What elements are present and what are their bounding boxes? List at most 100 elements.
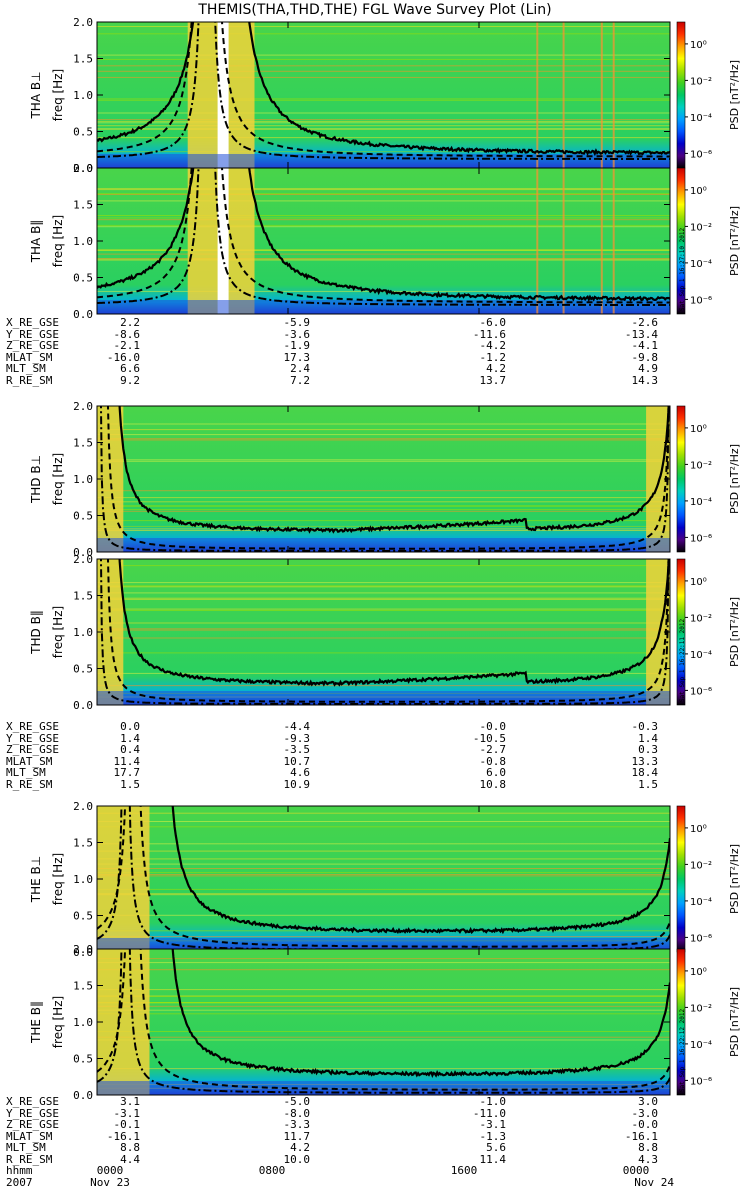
ephemeris-value: -8.6 — [113, 327, 141, 341]
spectral-band — [97, 490, 670, 492]
spectral-band — [97, 598, 670, 600]
spectral-band — [97, 219, 670, 221]
spectral-band — [97, 76, 670, 78]
ephemeris-value: 8.8 — [638, 1141, 658, 1154]
ephemeris-value: 0.0 — [120, 720, 140, 733]
y-tick-label: 1.0 — [73, 873, 93, 886]
x-tick-label: 0000 — [96, 1164, 124, 1177]
spectral-band — [97, 622, 670, 624]
spectral-band — [97, 224, 670, 226]
colorbar-tick-label: 10⁰ — [690, 40, 707, 51]
spectral-band — [97, 1009, 670, 1011]
y-tick-label: 0.5 — [73, 126, 93, 139]
fc-curve — [118, 406, 670, 534]
spectral-band — [97, 98, 670, 100]
tenth-fc-curve — [97, 22, 670, 160]
fc-curve — [97, 22, 670, 157]
data-gap — [217, 22, 229, 168]
spectral-band — [97, 497, 670, 499]
spectral-band — [97, 863, 670, 865]
y-tick-label: 1.5 — [73, 590, 93, 603]
y-axis-label: freq [Hz] — [51, 606, 65, 658]
ephemeris-value: -3.3 — [283, 1118, 311, 1131]
spectrogram-background — [97, 559, 670, 705]
spectral-band — [97, 226, 670, 228]
ephemeris-value: 7.2 — [290, 373, 310, 387]
fc-curve — [97, 168, 670, 303]
tenth-fc-curve — [97, 949, 670, 1094]
fc-curve — [171, 806, 670, 935]
y-tick-label: 0.0 — [73, 162, 93, 175]
ephemeris-value: 4.2 — [290, 1141, 310, 1154]
colorbar — [676, 167, 686, 315]
y-axis-label: freq [Hz] — [51, 69, 65, 121]
ephemeris-value: -4.4 — [283, 720, 311, 733]
fc-curve — [171, 949, 670, 1078]
ephemeris-value: -3.0 — [631, 1106, 659, 1120]
ephemeris-value: 14.3 — [631, 373, 659, 387]
ephemeris-value: -4.1 — [631, 339, 659, 352]
panel-2: 0.0 0.5 1.0 1.5 2.0 THA B‖ freq [Hz] Sat Sep 1 … — [29, 162, 741, 321]
ephemeris-value: 6.0 — [486, 766, 506, 779]
spectral-band — [97, 629, 670, 631]
spectral-band — [97, 112, 670, 114]
spectral-band — [97, 439, 670, 441]
ephemeris-value: -1.9 — [283, 339, 311, 352]
low-frequency-band — [97, 538, 670, 552]
ephemeris-label: Y_RE_GSE — [6, 327, 59, 341]
start-date-label: Nov 23 — [90, 1175, 130, 1189]
spectral-band — [97, 628, 670, 630]
ephemeris-value: -4.2 — [479, 339, 507, 352]
panel-6: 0.0 0.5 1.0 1.5 2.0 THE B‖ freq [Hz] Sat Sep 1 … — [29, 943, 741, 1102]
y-tick-label: 2.0 — [73, 553, 93, 566]
y-tick-label: 0.0 — [73, 699, 93, 712]
colorbar-tick-label: 10⁻⁶ — [690, 149, 712, 160]
y-tick-label: 2.0 — [73, 800, 93, 813]
spectral-band — [97, 128, 670, 130]
ephemeris-value: 4.4 — [120, 1152, 140, 1166]
spectral-band — [97, 438, 670, 440]
y-tick-label: 0.5 — [73, 663, 93, 676]
spectral-band — [97, 685, 670, 687]
ephemeris-value: -6.0 — [479, 316, 507, 329]
spectral-band — [97, 99, 670, 101]
spectral-band — [97, 122, 670, 124]
spectral-band — [97, 510, 670, 512]
spectral-band — [97, 119, 670, 121]
y-tick-label: 1.0 — [73, 626, 93, 639]
ephemeris-value: 13.3 — [631, 754, 659, 768]
tenth-fc-curve — [99, 559, 670, 705]
spectral-band — [97, 460, 670, 462]
spectral-band — [97, 505, 670, 507]
spectral-band — [97, 193, 670, 195]
impulse-line — [600, 22, 603, 168]
ephemeris-value: 17.7 — [113, 766, 141, 779]
ephemeris-value: 0.3 — [638, 743, 658, 756]
ephemeris-value: 10.8 — [479, 777, 507, 791]
colorbar-tick-label: 10⁻⁶ — [690, 686, 712, 697]
spectral-band — [97, 850, 670, 852]
ephemeris-value: 10.7 — [283, 754, 311, 768]
y-tick-label: 0.5 — [73, 510, 93, 523]
spectral-band — [97, 608, 670, 610]
ephemeris-value: 2.2 — [120, 316, 140, 329]
ephemeris-label: MLT_SM — [6, 766, 46, 779]
colorbar — [676, 405, 686, 553]
y-tick-label: 1.5 — [73, 837, 93, 850]
ephemeris-value: 3.1 — [120, 1095, 140, 1108]
ephemeris-value: 2.4 — [290, 362, 310, 375]
y-tick-label: 2.0 — [73, 162, 93, 175]
ephemeris-value: -0.0 — [479, 720, 507, 733]
ephemeris-value: -1.3 — [479, 1129, 507, 1143]
colorbar-tick-label: 10⁻⁴ — [690, 113, 712, 124]
spectral-band — [97, 33, 670, 35]
ephemeris-value: 1.5 — [638, 777, 658, 791]
ephemeris-label: MLAT_SM — [6, 754, 53, 768]
ephemeris-value: 10.0 — [283, 1152, 311, 1166]
impulse-line — [600, 168, 603, 314]
spectral-band — [97, 969, 670, 971]
spectral-band — [97, 189, 670, 191]
colorbar — [676, 805, 686, 953]
ephemeris-label: Y_RE_GSE — [6, 731, 59, 745]
colorbar-label: PSD [nT²/Hz] — [728, 444, 741, 514]
